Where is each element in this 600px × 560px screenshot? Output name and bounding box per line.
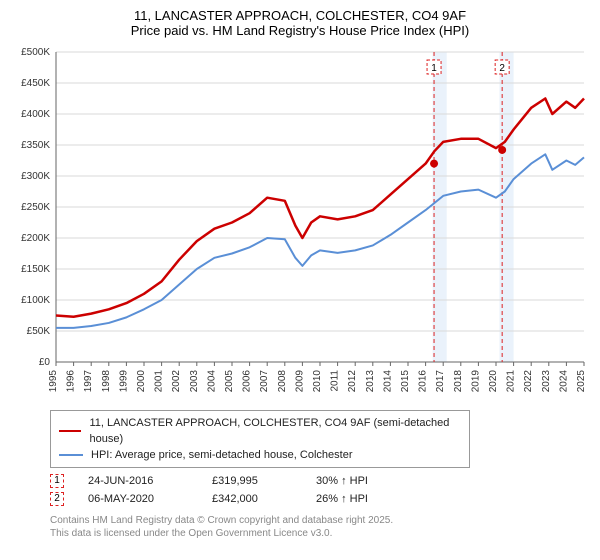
svg-text:£0: £0 [39, 357, 51, 368]
svg-text:£450K: £450K [21, 78, 50, 89]
svg-text:2009: 2009 [294, 370, 305, 393]
svg-text:2004: 2004 [206, 370, 217, 393]
title-line-1: 11, LANCASTER APPROACH, COLCHESTER, CO4 … [8, 8, 592, 23]
legend-label-property: 11, LANCASTER APPROACH, COLCHESTER, CO4 … [89, 415, 461, 447]
chart-svg: £0 £50K £100K £150K £200K £250K £300K £350K £400… [8, 44, 592, 404]
marker-row-2: 2 06-MAY-2020 £342,000 26% ↑ HPI [50, 490, 592, 508]
svg-text:2024: 2024 [558, 370, 569, 393]
footer-line-2: This data is licensed under the Open Gov… [50, 527, 592, 540]
svg-text:£400K: £400K [21, 109, 50, 120]
marker-date-1: 24-JUN-2016 [88, 472, 188, 490]
legend-item-hpi: HPI: Average price, semi-detached house,… [59, 447, 461, 463]
svg-text:2005: 2005 [224, 370, 235, 393]
svg-text:£500K: £500K [21, 47, 50, 58]
svg-text:2008: 2008 [277, 370, 288, 393]
svg-text:2021: 2021 [506, 370, 517, 393]
svg-text:2006: 2006 [242, 370, 253, 393]
svg-text:2: 2 [499, 63, 505, 74]
footer: Contains HM Land Registry data © Crown c… [50, 514, 592, 540]
svg-text:£250K: £250K [21, 202, 50, 213]
svg-text:2016: 2016 [418, 370, 429, 393]
svg-text:2017: 2017 [435, 370, 446, 393]
marker-row-1: 1 24-JUN-2016 £319,995 30% ↑ HPI [50, 472, 592, 490]
svg-text:2019: 2019 [470, 370, 481, 393]
legend-swatch-property [59, 430, 81, 432]
chart-title: 11, LANCASTER APPROACH, COLCHESTER, CO4 … [8, 8, 592, 38]
svg-text:£150K: £150K [21, 264, 50, 275]
svg-text:1: 1 [431, 63, 437, 74]
marker-delta-2: 26% ↑ HPI [316, 490, 396, 508]
svg-text:1997: 1997 [83, 370, 94, 393]
svg-text:2023: 2023 [541, 370, 552, 393]
svg-text:2012: 2012 [347, 370, 358, 393]
svg-text:£50K: £50K [27, 326, 51, 337]
svg-text:1995: 1995 [48, 370, 59, 393]
svg-text:£200K: £200K [21, 233, 50, 244]
svg-text:2000: 2000 [136, 370, 147, 393]
price-chart: £0 £50K £100K £150K £200K £250K £300K £350K £400… [8, 44, 592, 404]
svg-text:2020: 2020 [488, 370, 499, 393]
svg-text:£350K: £350K [21, 140, 50, 151]
svg-text:2018: 2018 [453, 370, 464, 393]
legend-item-property: 11, LANCASTER APPROACH, COLCHESTER, CO4 … [59, 415, 461, 447]
legend: 11, LANCASTER APPROACH, COLCHESTER, CO4 … [50, 410, 470, 468]
footer-line-1: Contains HM Land Registry data © Crown c… [50, 514, 592, 527]
svg-text:2015: 2015 [400, 370, 411, 393]
svg-text:2011: 2011 [330, 370, 341, 392]
svg-text:2007: 2007 [259, 370, 270, 393]
marker-delta-1: 30% ↑ HPI [316, 472, 396, 490]
svg-text:2010: 2010 [312, 370, 323, 393]
marker-badge-1: 1 [50, 474, 64, 488]
marker-price-1: £319,995 [212, 472, 292, 490]
marker-date-2: 06-MAY-2020 [88, 490, 188, 508]
legend-label-hpi: HPI: Average price, semi-detached house,… [91, 447, 353, 463]
svg-text:2001: 2001 [154, 370, 165, 393]
marker-badge-2: 2 [50, 492, 64, 506]
marker-table: 1 24-JUN-2016 £319,995 30% ↑ HPI 2 06-MA… [50, 472, 592, 508]
svg-text:£100K: £100K [21, 295, 50, 306]
svg-text:£300K: £300K [21, 171, 50, 182]
svg-text:1998: 1998 [101, 370, 112, 393]
svg-text:2013: 2013 [365, 370, 376, 393]
svg-text:1996: 1996 [66, 370, 77, 393]
svg-text:1999: 1999 [118, 370, 129, 393]
svg-text:2025: 2025 [576, 370, 587, 393]
svg-text:2002: 2002 [171, 370, 182, 393]
legend-swatch-hpi [59, 454, 83, 456]
title-line-2: Price paid vs. HM Land Registry's House … [8, 23, 592, 38]
svg-text:2003: 2003 [189, 370, 200, 393]
svg-text:2014: 2014 [382, 370, 393, 393]
marker-price-2: £342,000 [212, 490, 292, 508]
svg-text:2022: 2022 [523, 370, 534, 393]
